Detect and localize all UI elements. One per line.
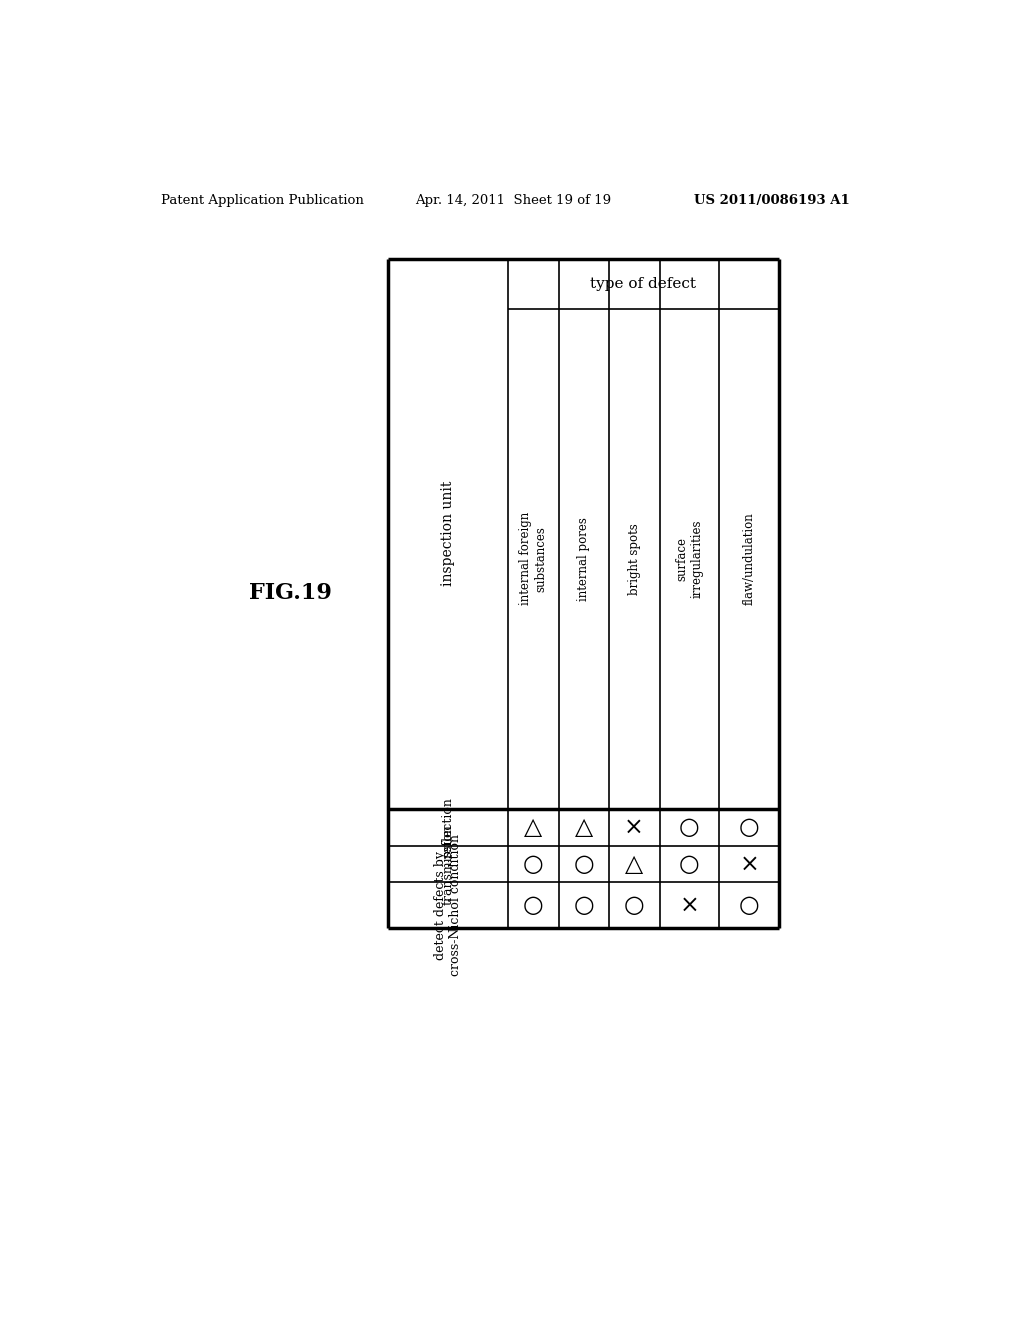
Text: US 2011/0086193 A1: US 2011/0086193 A1 [693, 194, 850, 207]
Text: ○: ○ [523, 853, 544, 875]
Text: ○: ○ [624, 894, 644, 917]
Text: Apr. 14, 2011  Sheet 19 of 19: Apr. 14, 2011 Sheet 19 of 19 [415, 194, 611, 207]
Text: internal foreign
substances: internal foreign substances [519, 512, 548, 606]
Text: Patent Application Publication: Patent Application Publication [161, 194, 364, 207]
Text: surface
irregularities: surface irregularities [675, 520, 703, 598]
Text: transmission: transmission [441, 824, 455, 904]
Text: ○: ○ [739, 894, 760, 917]
Text: ×: × [625, 816, 644, 840]
Text: ×: × [680, 894, 699, 917]
Text: reflection: reflection [441, 797, 455, 858]
Text: bright spots: bright spots [628, 523, 641, 595]
Text: flaw/undulation: flaw/undulation [742, 512, 756, 605]
Text: △: △ [574, 816, 593, 840]
Text: ×: × [739, 853, 759, 875]
Text: ○: ○ [573, 894, 594, 917]
Text: detect defects by
cross-Nichol condition: detect defects by cross-Nichol condition [434, 834, 462, 977]
Text: ○: ○ [523, 894, 544, 917]
Text: △: △ [625, 853, 643, 875]
Text: △: △ [524, 816, 543, 840]
Text: ○: ○ [573, 853, 594, 875]
Text: internal pores: internal pores [578, 517, 590, 601]
Text: ○: ○ [679, 816, 699, 840]
Text: ○: ○ [739, 816, 760, 840]
Text: type of defect: type of defect [591, 276, 696, 290]
Text: FIG.19: FIG.19 [249, 582, 332, 605]
Text: inspection unit: inspection unit [440, 480, 455, 586]
Text: ○: ○ [679, 853, 699, 875]
